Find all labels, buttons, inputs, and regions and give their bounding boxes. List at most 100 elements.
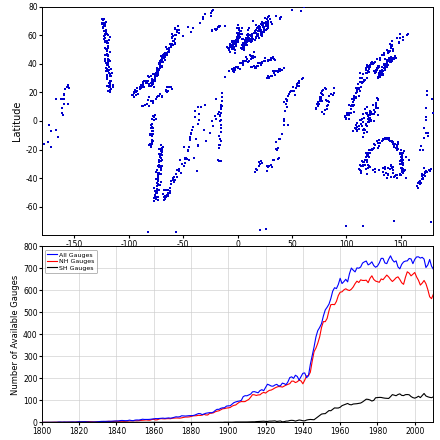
- Point: [322, 96, 329, 103]
- Point: [106, 63, 113, 70]
- SH Gauges: [213, 420, 218, 425]
- Point: [378, 70, 385, 77]
- Point: [393, 175, 400, 182]
- Point: [251, 54, 258, 61]
- Point: [194, 121, 201, 128]
- Point: [167, 181, 174, 188]
- Point: [104, 43, 111, 50]
- Point: [397, 171, 404, 178]
- Point: [179, 161, 186, 168]
- Point: [283, 103, 290, 110]
- Point: [172, 32, 179, 39]
- Point: [422, 169, 429, 176]
- Legend: All Gauges, NH Gauges, SH Gauges: All Gauges, NH Gauges, SH Gauges: [45, 249, 97, 273]
- Point: [400, 169, 407, 176]
- Point: [356, 126, 363, 133]
- Point: [104, 75, 111, 82]
- Point: [239, 61, 246, 68]
- Point: [349, 128, 356, 135]
- Point: [59, 105, 66, 112]
- Point: [48, 128, 55, 135]
- Point: [298, 76, 305, 83]
- Point: [361, 105, 368, 112]
- Point: [393, 34, 400, 41]
- Point: [130, 94, 137, 101]
- Point: [279, 131, 286, 138]
- Point: [348, 109, 355, 116]
- Point: [159, 144, 166, 151]
- Point: [379, 71, 386, 78]
- Point: [264, 15, 271, 22]
- Point: [364, 152, 371, 159]
- Point: [357, 69, 364, 76]
- Point: [375, 143, 382, 150]
- Point: [233, 36, 240, 43]
- Point: [270, 53, 277, 60]
- Point: [240, 61, 247, 68]
- Point: [361, 126, 368, 133]
- Point: [386, 57, 393, 64]
- Point: [394, 145, 401, 152]
- Point: [418, 171, 425, 178]
- Point: [244, 38, 251, 45]
- Point: [253, 33, 260, 40]
- Point: [292, 84, 299, 91]
- Point: [352, 85, 359, 92]
- Point: [155, 66, 162, 73]
- Point: [359, 162, 366, 169]
- Point: [207, 13, 214, 20]
- Point: [363, 70, 370, 77]
- Point: [386, 136, 393, 143]
- Point: [146, 132, 153, 139]
- Point: [218, 102, 225, 109]
- Point: [128, 91, 135, 98]
- Point: [170, 173, 177, 180]
- Point: [235, 33, 242, 40]
- Point: [235, 35, 242, 42]
- Point: [231, 46, 238, 53]
- Point: [398, 157, 405, 164]
- Point: [252, 22, 259, 29]
- NH Gauges: [213, 409, 218, 414]
- Point: [249, 35, 256, 42]
- Point: [262, 19, 269, 26]
- Point: [249, 35, 257, 42]
- Point: [168, 83, 175, 90]
- Point: [156, 156, 163, 163]
- Point: [234, 34, 241, 41]
- Point: [297, 7, 304, 15]
- Point: [365, 68, 372, 75]
- Line: SH Gauges: SH Gauges: [42, 393, 433, 422]
- Point: [382, 64, 389, 71]
- Point: [152, 71, 159, 78]
- Point: [165, 49, 172, 56]
- Point: [143, 78, 150, 85]
- Point: [157, 53, 164, 60]
- Point: [394, 146, 401, 153]
- Point: [365, 163, 372, 170]
- Point: [375, 145, 382, 152]
- Point: [257, 30, 264, 37]
- Point: [168, 180, 175, 187]
- Point: [251, 63, 258, 70]
- Point: [106, 79, 114, 86]
- All Gauges: [211, 410, 216, 415]
- Point: [194, 142, 201, 149]
- Point: [185, 157, 192, 164]
- Point: [154, 183, 161, 190]
- Point: [378, 72, 385, 79]
- Point: [133, 87, 140, 94]
- Point: [358, 74, 365, 81]
- Point: [365, 118, 372, 125]
- Point: [216, 109, 223, 116]
- Point: [366, 110, 373, 117]
- Point: [384, 57, 391, 64]
- Point: [368, 60, 375, 67]
- Point: [280, 122, 287, 129]
- Point: [398, 151, 405, 158]
- Point: [416, 177, 423, 184]
- Point: [154, 179, 161, 186]
- Point: [195, 117, 202, 124]
- Point: [162, 187, 169, 194]
- Point: [104, 48, 111, 55]
